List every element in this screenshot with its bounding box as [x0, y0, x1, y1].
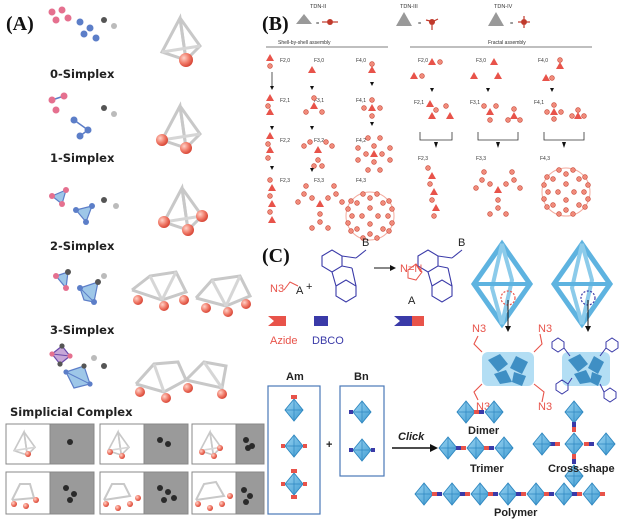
- svg-text:F2,2: F2,2: [280, 138, 290, 144]
- svg-text:A: A: [296, 285, 304, 297]
- svg-text:F4,0: F4,0: [356, 58, 366, 64]
- svg-text:F4,2: F4,2: [356, 138, 366, 144]
- am-box: Am: [267, 371, 321, 515]
- svg-text:N3: N3: [538, 401, 552, 413]
- svg-text:F3,1: F3,1: [470, 100, 480, 106]
- svg-text:F3,1: F3,1: [314, 98, 324, 104]
- svg-text:Azide: Azide: [270, 335, 298, 347]
- tdn-2-label: TDN-II: [310, 4, 327, 10]
- octa-frame-azide: N3 N3 N3 N3: [470, 239, 552, 413]
- svg-text:N3: N3: [538, 323, 552, 335]
- simplex-label-0: 0-Simplex: [50, 67, 115, 81]
- svg-text:F2,1: F2,1: [414, 100, 424, 106]
- tetrahedron-2: [158, 186, 208, 236]
- svg-text:F4,1: F4,1: [534, 100, 544, 106]
- tdn-4-label: TDN-IV: [494, 4, 513, 10]
- svg-text:F2,1: F2,1: [280, 98, 290, 104]
- svg-text:N3: N3: [472, 323, 486, 335]
- svg-text:=: =: [418, 21, 421, 27]
- svg-text:F2,0: F2,0: [418, 58, 428, 64]
- am-label: Am: [286, 371, 304, 383]
- svg-text:F4,0: F4,0: [538, 58, 548, 64]
- plus-sign: +: [326, 439, 332, 451]
- panel-a-letter: (A): [6, 13, 34, 35]
- tdn-legend: TDN-II = TDN-III = TDN-IV =: [296, 4, 530, 30]
- svg-text:Dimer: Dimer: [468, 425, 500, 437]
- svg-text:A: A: [408, 295, 416, 307]
- svg-text:F2,3: F2,3: [280, 178, 290, 184]
- shell-col1: F2,0 F2,1 F2,2 F2,3: [265, 54, 290, 223]
- simplex-label-3: 3-Simplex: [50, 323, 115, 337]
- tetrahedron-0: [160, 16, 202, 67]
- tetra-chain-3: [131, 270, 253, 317]
- cross-shape: Cross-shape: [532, 400, 616, 488]
- fractal-bottom-row: F2,3 F3,3 F4,3: [418, 156, 591, 219]
- bn-box: Bn: [339, 371, 385, 477]
- fractal-top-row: F2,0 F3,0 F4,0: [410, 57, 564, 81]
- bn-label: Bn: [354, 371, 369, 383]
- simplex-label-1: 1-Simplex: [50, 151, 115, 165]
- svg-text:F3,0: F3,0: [314, 58, 324, 64]
- fractal-brackets: [419, 132, 585, 148]
- click-chemistry: N3 A + B N=N B A: [268, 237, 465, 347]
- svg-text:Polymer: Polymer: [494, 507, 538, 519]
- svg-text:N=N: N=N: [400, 263, 422, 275]
- svg-text:Trimer: Trimer: [470, 463, 504, 475]
- fractal-arrows-1: [430, 88, 554, 92]
- svg-text:+: +: [306, 281, 312, 293]
- svg-text:F4,3: F4,3: [356, 178, 366, 184]
- shell-col2: F3,0 F3,1 F3,2 F3,3: [295, 58, 345, 231]
- row4-complex: [49, 343, 107, 389]
- svg-text:N3: N3: [270, 283, 284, 295]
- svg-text:F2,0: F2,0: [280, 58, 290, 64]
- svg-text:B: B: [458, 237, 465, 249]
- dimer: Dimer: [456, 400, 504, 437]
- polymer: Polymer: [414, 482, 605, 519]
- row3-tetra: [53, 269, 107, 305]
- tetra-chain-4: [134, 360, 228, 403]
- tetrahedron-1: [156, 104, 202, 154]
- trimer: Trimer: [438, 436, 514, 475]
- simplicial-complex-label: Simplicial Complex: [10, 405, 133, 419]
- svg-text:F2,3: F2,3: [418, 156, 428, 162]
- svg-text:=: =: [316, 21, 319, 27]
- octa-frame-dbco: [550, 239, 619, 403]
- fractal-mid-row: F2,1 F3,1 F4,1: [414, 100, 587, 123]
- click-arrow: Click: [392, 431, 438, 452]
- svg-text:F3,3: F3,3: [314, 178, 324, 184]
- shell-col3: F4,0 F4,1 F4,2 F4,3: [345, 58, 395, 241]
- svg-text:Click: Click: [398, 431, 425, 443]
- svg-text:F4,1: F4,1: [356, 98, 366, 104]
- row2-triangles: [49, 187, 119, 225]
- simplex-label-2: 2-Simplex: [50, 239, 115, 253]
- svg-text:F3,3: F3,3: [476, 156, 486, 162]
- tdn-3-label: TDN-III: [400, 4, 418, 10]
- svg-text:DBCO: DBCO: [312, 335, 344, 347]
- row1-sticks: [48, 92, 117, 140]
- svg-text:B: B: [362, 237, 369, 249]
- shell-title: Shell-by-shell assembly: [278, 40, 331, 46]
- svg-text:F3,0: F3,0: [476, 58, 486, 64]
- row0-dots: [48, 6, 117, 42]
- panel-c-letter: (C): [262, 245, 290, 267]
- panel-b-letter: (B): [262, 13, 289, 35]
- tem-grid: [5, 423, 265, 515]
- svg-text:F3,2: F3,2: [314, 138, 324, 144]
- svg-text:F4,3: F4,3: [540, 156, 550, 162]
- svg-text:Cross-shape: Cross-shape: [548, 463, 615, 475]
- svg-text:=: =: [510, 21, 513, 27]
- fractal-title: Fractal assembly: [488, 40, 526, 46]
